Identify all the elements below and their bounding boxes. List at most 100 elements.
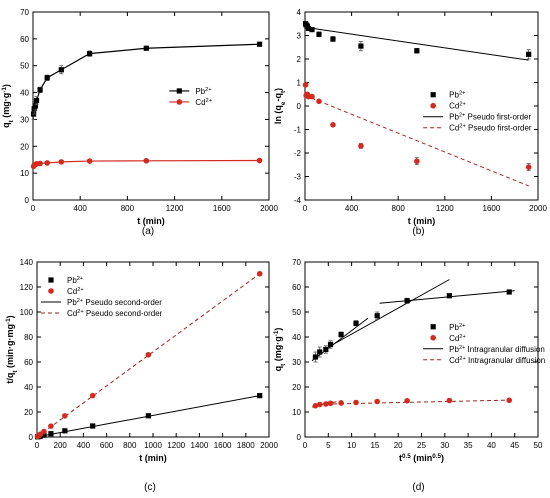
legend-label-part: 2+ — [459, 91, 465, 97]
y-axis-label: ln (qe-qt) — [273, 88, 287, 124]
panel-2: 0 400 800 1200 1600 2000 -4 -3 -2 -1 0 1 2 3 4 t (min) l… — [273, 8, 547, 237]
point-pb — [31, 106, 37, 112]
legend-marker — [430, 102, 436, 109]
y-tick-label: 30 — [292, 358, 301, 367]
y-axis-label-part: (mg·g — [1, 93, 11, 121]
point-cd — [62, 413, 68, 419]
y-axis-label-part: t — [280, 363, 287, 366]
x-tick-label: 50 — [534, 441, 543, 450]
legend-fit-label: Cd2+ Pseudo second-order — [67, 309, 163, 318]
point-cd — [323, 401, 329, 407]
x-tick-label: 400 — [345, 204, 359, 213]
legend-fit-label-part: Pb — [449, 345, 459, 354]
point-cd — [145, 351, 152, 358]
x-tick-label: 400 — [74, 204, 88, 213]
legend-label-part: Pb — [195, 87, 205, 96]
legend-label: Cd2+ — [449, 334, 466, 343]
x-axis-label-part: t — [399, 453, 402, 463]
x-tick-label: 1600 — [483, 204, 501, 213]
x-axis-label-part: 0.5 — [432, 453, 441, 460]
point-cd — [338, 400, 344, 406]
legend-fit-label-part: Pb — [67, 298, 77, 307]
x-tick-label: 600 — [100, 441, 114, 450]
y-tick-label: 80 — [24, 333, 33, 342]
x-axis-label-part: ) — [441, 453, 444, 463]
point-cd — [58, 159, 65, 165]
panel-4: 0 5 10 15 20 25 30 35 40 45 50 0 10 20 30 40 50 60 70 t0.5 … — [273, 258, 546, 493]
legend-marker — [176, 88, 182, 94]
legend-label-part: Cd — [449, 102, 459, 111]
x-tick-label: 1200 — [166, 204, 184, 213]
y-axis-label: t/qt (min·g·mg-1) — [5, 315, 19, 383]
legend: Pb2+Cd2+Pb2+ Intragranular diffusionCd2+… — [423, 323, 545, 365]
y-axis-label-part: t — [12, 370, 19, 373]
x-axis-label-part: (min) — [413, 216, 435, 226]
point-pb — [526, 51, 532, 57]
legend: Pb2+Cd2+ — [169, 87, 212, 107]
x-tick-label: 10 — [347, 441, 356, 450]
x-tick-label: 2000 — [260, 441, 278, 450]
panel-label: (d) — [412, 482, 424, 493]
y-axis-label-part: -q — [273, 93, 283, 102]
x-tick-label: 0 — [303, 204, 308, 213]
legend-fit-label-part: 2+ — [77, 298, 83, 304]
point-cd — [374, 398, 380, 405]
legend-label-part: Cd — [67, 287, 77, 296]
x-axis-label-part: (min) — [145, 453, 167, 463]
y-tick-label: 60 — [20, 35, 29, 44]
x-tick-label: 800 — [123, 441, 137, 450]
y-axis-label-part: -1 — [5, 318, 12, 324]
point-cd — [256, 270, 263, 277]
x-axis-label-part: (min — [411, 453, 433, 463]
y-tick-label: 10 — [292, 408, 301, 417]
legend-fit-label-part: 2+ — [459, 345, 465, 351]
x-tick-label: 0 — [31, 204, 36, 213]
legend-fit-label-part: Pseudo second-order — [83, 298, 162, 307]
y-axis-label-part: -1 — [1, 87, 8, 93]
legend-fit-label-part: Pseudo first-order — [466, 124, 532, 133]
legend-fit-label: Cd2+ Intragranular diffusion — [449, 356, 545, 365]
x-tick-label: 25 — [417, 441, 426, 450]
panel-label: (a) — [142, 226, 154, 237]
legend-marker — [430, 92, 436, 98]
point-cd — [86, 158, 93, 164]
fit-line-cd — [318, 399, 515, 405]
point-pb — [446, 293, 452, 299]
point-cd — [48, 423, 54, 429]
legend-fit-label-part: 2+ — [459, 356, 465, 362]
fit-line-pb — [304, 26, 529, 61]
legend-label: Cd2+ — [67, 287, 84, 296]
legend-fit-label: Pb2+ Pseudo second-order — [67, 298, 162, 307]
x-tick-label: 800 — [392, 204, 406, 213]
legend-label: Pb2+ — [449, 91, 465, 100]
y-axis-label: qt (mg·g-1) — [273, 328, 287, 372]
y-axis-label-part: ln (q — [273, 105, 283, 124]
point-pb — [37, 87, 43, 93]
y-tick-label: -4 — [294, 196, 302, 205]
x-tick-label: 0 — [35, 441, 40, 450]
fit-line-cd — [304, 94, 529, 187]
point-cd — [89, 392, 96, 399]
y-tick-label: 20 — [24, 408, 33, 417]
legend-marker — [430, 334, 436, 341]
point-cd — [316, 401, 323, 408]
legend-fit-label: Pb2+ Pseudo first-order — [449, 113, 531, 122]
y-axis-label-part: t — [8, 119, 15, 122]
point-cd — [404, 397, 410, 404]
point-cd — [327, 400, 334, 407]
legend-label: Pb2+ — [67, 276, 83, 285]
legend-label-part: Cd — [195, 98, 205, 107]
x-axis-label-part: 0.5 — [402, 453, 411, 460]
x-tick-label: 200 — [54, 441, 68, 450]
point-cd — [41, 428, 47, 435]
y-tick-label: 10 — [20, 169, 29, 178]
y-axis-label-part: ) — [5, 315, 15, 318]
legend-fit-label-part: Intragranular diffusion — [466, 356, 545, 365]
point-pb — [309, 27, 315, 33]
point-pb — [414, 48, 420, 54]
point-pb — [317, 349, 323, 355]
x-tick-label: 1600 — [213, 204, 231, 213]
point-cd — [446, 397, 453, 404]
x-tick-label: 1000 — [144, 441, 162, 450]
